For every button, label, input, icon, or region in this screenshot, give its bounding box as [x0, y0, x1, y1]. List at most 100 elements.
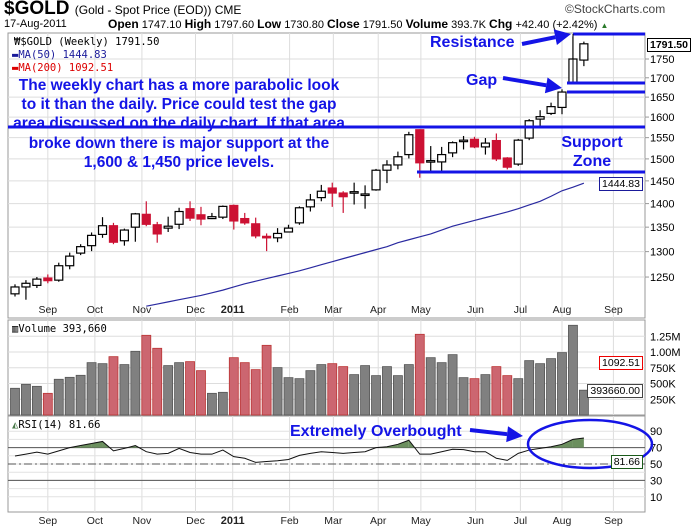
candle-body [448, 142, 458, 154]
candle-body [371, 169, 381, 191]
volume-bar [272, 367, 283, 416]
volume-bar [305, 370, 316, 416]
volume-bar [349, 374, 360, 416]
candle-body [262, 235, 272, 239]
candle-body [546, 106, 556, 115]
candle-body [240, 217, 250, 224]
resistance-arrow-icon-head [553, 29, 571, 46]
candle-body [65, 255, 75, 267]
gap-arrow-icon-head [544, 77, 562, 94]
open-value: 1747.10 [141, 19, 182, 31]
volume-bar [108, 356, 119, 416]
candle-body [294, 207, 305, 224]
candle-body [152, 224, 162, 235]
price-tick-label: 1400 [650, 199, 674, 211]
volume-bar [228, 357, 239, 416]
price-tick-label: 1250 [650, 272, 674, 284]
support-label-line: Support [561, 134, 623, 151]
candle [251, 217, 261, 239]
price-tick-label: 1450 [650, 176, 674, 188]
candle [524, 119, 534, 141]
rsi-tick-label: 10 [650, 492, 662, 504]
change-label: Chg [489, 17, 513, 31]
note-line: area discussed on the daily chart. If th… [13, 115, 345, 133]
candle-body [415, 129, 425, 164]
symbol-title: $GOLD (Gold - Spot Price (EOD)) CME [4, 0, 241, 19]
candle [262, 233, 272, 252]
rsi-overbought-fill [572, 438, 584, 448]
month-label-bottom-axis: Sep [604, 515, 623, 527]
volume-tick-label: 1.00M [650, 347, 681, 359]
candle [557, 89, 567, 115]
volume-label: Volume [405, 17, 449, 31]
candle-body [163, 225, 173, 229]
volume-bar [578, 389, 589, 416]
candle [272, 228, 283, 243]
candle [469, 136, 480, 149]
volume-bar [53, 378, 64, 416]
candle-body [229, 204, 239, 222]
volume-bar [403, 364, 414, 416]
rsi-overbought-fill [80, 443, 92, 448]
high-label: High [184, 17, 212, 31]
candle [119, 228, 130, 246]
volume-bar [207, 392, 217, 416]
candle-body [130, 213, 140, 228]
rsi-overbought-fill [562, 439, 573, 448]
candle [393, 151, 403, 170]
volume-bar [185, 361, 195, 416]
candle [579, 41, 589, 67]
month-label-bottom-axis: 2011 [221, 515, 245, 527]
brand-watermark: ©StockCharts.com [565, 2, 666, 16]
volume-bar [502, 375, 513, 416]
candle-body [469, 138, 480, 148]
candle-body [513, 139, 523, 165]
rsi-tick-label: 50 [650, 459, 662, 471]
volume-bar [425, 357, 436, 416]
candle [163, 216, 173, 232]
month-label-bottom-axis: May [411, 515, 432, 527]
candle-body [196, 214, 206, 220]
candle [283, 224, 294, 233]
support-label-line: Zone [572, 153, 612, 170]
month-label-bottom-axis: Nov [133, 515, 152, 527]
legend-rsi: ◭RSI(14) 81.66 [12, 419, 101, 431]
candle [513, 138, 523, 166]
volume-bar [250, 369, 261, 416]
volume-bar [64, 376, 75, 416]
volume-bar [327, 363, 338, 416]
volume-bar [557, 352, 567, 416]
volume-bar [141, 334, 152, 416]
symbol: $GOLD [4, 0, 70, 19]
low-value: 1730.80 [284, 19, 324, 31]
candle-legend-icon: ₩ [14, 36, 21, 48]
month-label-bottom-axis: Aug [553, 515, 572, 527]
candle [76, 244, 86, 256]
close-value: 1791.50 [362, 19, 403, 31]
candle [130, 212, 140, 242]
candle [43, 274, 53, 284]
legend-volume: ▥Volume 393,660 [12, 323, 107, 335]
candle [240, 212, 250, 225]
volume-value: 393.7K [451, 19, 486, 31]
candle [229, 204, 239, 230]
candle [535, 110, 545, 128]
candle [404, 131, 414, 159]
volume-bar [283, 377, 294, 416]
month-label-bottom-axis: Jul [514, 515, 527, 527]
candle [316, 184, 326, 202]
candle [349, 182, 359, 205]
candle-body [76, 246, 86, 254]
close-label: Close [327, 17, 360, 31]
candle-body [251, 223, 261, 237]
candle [491, 133, 501, 162]
candle-body [535, 116, 545, 120]
volume-bar [535, 363, 546, 416]
ma200-tag: 1092.51 [599, 356, 643, 370]
price-tick-label: 1650 [650, 92, 674, 104]
support-zone-label: Support Zone [552, 133, 632, 171]
candle-body [141, 213, 151, 225]
candle [480, 138, 491, 155]
candle [502, 157, 512, 170]
